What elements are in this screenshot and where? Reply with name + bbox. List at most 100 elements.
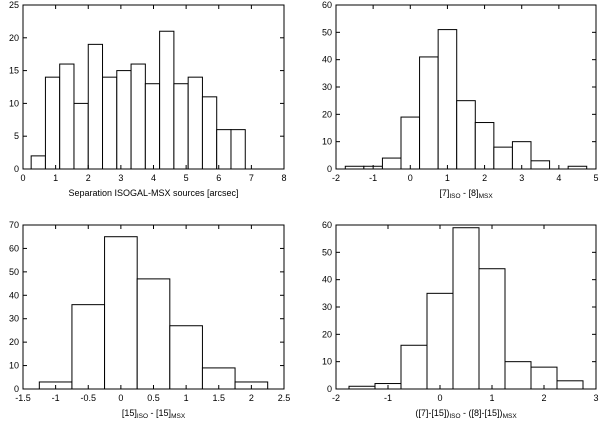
histogram-bar (169, 325, 203, 390)
x-tick-label: 1 (445, 173, 450, 183)
histogram-bar (216, 129, 232, 170)
histogram-bar (230, 129, 246, 170)
histogram-bar (136, 278, 171, 390)
histogram-bar (400, 116, 421, 170)
histogram-bar (116, 70, 132, 170)
x-tick-label: 3 (593, 393, 598, 403)
histogram-bar (144, 83, 161, 170)
histogram-bar (456, 100, 476, 170)
y-tick-label: 5 (14, 131, 19, 141)
x-tick-label: 6 (216, 173, 221, 183)
y-tick-label: 40 (9, 290, 19, 300)
histogram-bar (87, 43, 104, 170)
x-tick-label: 2 (541, 393, 546, 403)
histogram-bar (504, 361, 532, 390)
x-tick-label: 2 (86, 173, 91, 183)
x-tick-label: 5 (184, 173, 189, 183)
y-tick-label: 10 (9, 361, 19, 371)
y-tick-label: 30 (9, 314, 19, 324)
x-tick-label: 0 (20, 173, 25, 183)
x-tick-label: 0 (118, 393, 123, 403)
histogram-bar (419, 56, 439, 170)
x-tick-label: -1 (384, 393, 392, 403)
y-tick-label: 40 (322, 275, 332, 285)
y-tick-label: 50 (9, 267, 19, 277)
histogram-bar (201, 96, 218, 170)
histogram-bar (71, 304, 106, 390)
histogram-bar (59, 63, 75, 170)
x-tick-label: -1 (369, 173, 377, 183)
x-axis-label: [15]ISO - [15]MSX (122, 408, 186, 420)
y-tick-label: 20 (9, 33, 19, 43)
x-axis-label: ([7]-[15])ISO - ([8]-[15])MSX (415, 408, 517, 420)
y-tick-label: 50 (322, 27, 332, 37)
x-axis-label: Separation ISOGAL-MSX sources [arcsec] (68, 188, 238, 198)
y-tick-label: 10 (322, 137, 332, 147)
histogram-bar (511, 141, 532, 170)
histogram-bar (381, 157, 402, 170)
x-tick-label: -1 (52, 393, 60, 403)
panel-separation: 0 1 2 3 4 5 6 7 8 0 5 10 15 20 25 Separation ISOGAL-MSX… (9, 0, 287, 198)
x-tick-label: 7 (249, 173, 254, 183)
x-tick-label: -1.5 (15, 393, 31, 403)
x-tick-label: 0 (408, 173, 413, 183)
y-tick-label: 70 (9, 220, 19, 230)
x-tick-label: -2 (332, 393, 340, 403)
x-tick-label: 4 (151, 173, 156, 183)
histogram-bar (130, 63, 146, 170)
panel-color-15-15: -1.5 -1 -0.5 0 0.5 1 1.5 2 2.5 0 10 20 30 40 50 60 70 [15… (9, 220, 290, 420)
histogram-bar (187, 76, 203, 170)
x-tick-label: 4 (556, 173, 561, 183)
histogram-bar (30, 155, 46, 170)
y-tick-label: 60 (9, 243, 19, 253)
y-tick-label: 50 (322, 247, 332, 257)
y-tick-label: 10 (9, 98, 19, 108)
y-tick-label: 40 (322, 55, 332, 65)
histogram-bar (426, 292, 454, 390)
histogram-bar (44, 76, 61, 170)
x-tick-label: 0 (437, 393, 442, 403)
histogram-bar (159, 30, 175, 170)
x-tick-label: 1 (53, 173, 58, 183)
y-tick-label: 60 (322, 220, 332, 230)
x-tick-label: 1 (184, 393, 189, 403)
histogram-bar (452, 227, 480, 390)
y-tick-label: 15 (9, 66, 19, 76)
y-tick-label: 20 (9, 337, 19, 347)
histogram-bar (400, 344, 428, 390)
histogram-bar (437, 29, 458, 170)
histogram-bar (104, 236, 138, 390)
x-tick-label: -0.5 (80, 393, 96, 403)
y-tick-label: 30 (322, 302, 332, 312)
y-tick-label: 10 (322, 357, 332, 367)
x-tick-label: 2.5 (278, 393, 291, 403)
x-tick-label: 1 (489, 393, 494, 403)
y-tick-label: 0 (327, 384, 332, 394)
y-tick-label: 30 (322, 82, 332, 92)
x-tick-label: 2 (249, 393, 254, 403)
x-tick-label: -2 (332, 173, 340, 183)
histogram-bar (173, 83, 189, 170)
y-tick-label: 60 (322, 0, 332, 10)
y-tick-label: 0 (14, 384, 19, 394)
x-tick-label: 5 (593, 173, 598, 183)
histogram-bar (493, 146, 513, 170)
x-tick-label: 8 (281, 173, 286, 183)
x-tick-label: 1.5 (212, 393, 225, 403)
x-tick-label: 3 (118, 173, 123, 183)
histogram-bar (478, 268, 506, 390)
y-tick-label: 25 (9, 0, 19, 10)
y-tick-label: 0 (327, 164, 332, 174)
x-axis-label: [7]ISO - [8]MSX (439, 188, 493, 200)
y-tick-label: 0 (14, 164, 19, 174)
histogram-bar (73, 102, 89, 170)
x-tick-label: 0.5 (147, 393, 160, 403)
histogram-bar (556, 380, 584, 390)
histogram-bar (530, 160, 551, 170)
y-tick-label: 20 (322, 329, 332, 339)
histogram-bar (474, 122, 495, 170)
x-tick-label: 3 (519, 173, 524, 183)
x-tick-label: 2 (482, 173, 487, 183)
histogram-bar (102, 76, 118, 170)
